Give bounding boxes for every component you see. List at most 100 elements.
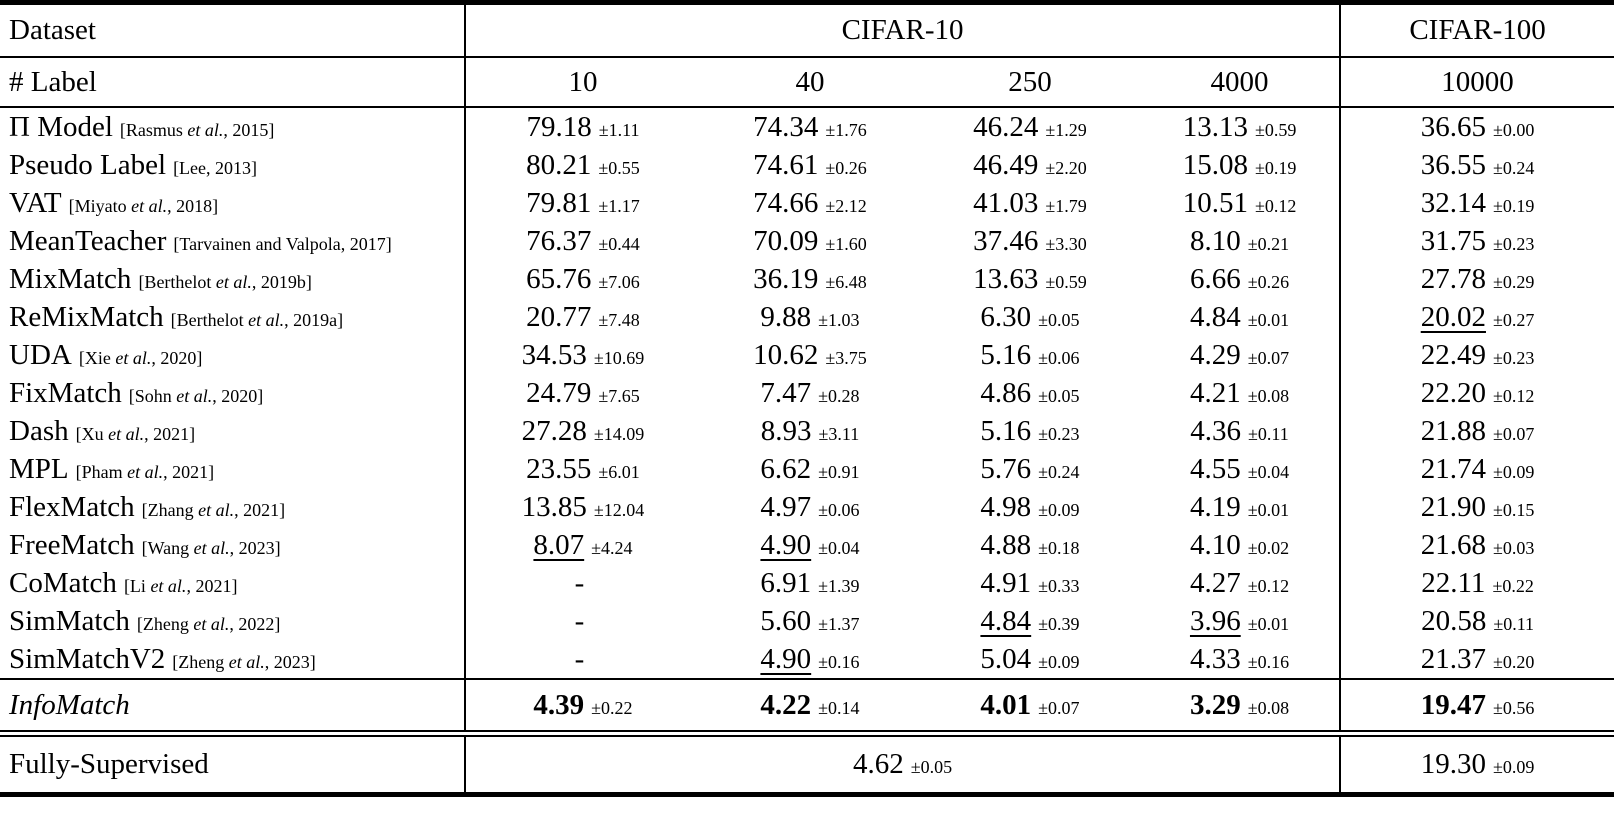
method-row: FlexMatch [Zhang et al., 2021] 13.85 ±12.0… [0,488,1614,526]
value-pm: ±0.16 [818,651,860,672]
value-cell: 4.10 ±0.02 [1140,526,1340,564]
value-cell: 74.34 ±1.76 [700,107,920,146]
value-main: 13.63 [973,262,1039,295]
value-pm: ±0.14 [818,697,860,718]
method-cell: CoMatch [Li et al., 2021] [0,564,465,602]
value-cell: 6.62 ±0.91 [700,450,920,488]
value-main: 4.36 [1190,414,1242,447]
method-cite-pre: [Miyato [68,195,132,216]
value-cell: 23.55 ±6.01 [464,450,700,488]
value-main: 4.27 [1189,566,1241,599]
value-main: 21.90 [1420,490,1486,523]
method-cell: MixMatch [Berthelot et al., 2019b] [0,260,465,298]
method-cite-etal: et al. [193,537,230,558]
value-main: 4.19 [1189,490,1241,523]
method-citation: [Miyato et al., 2018] [69,196,219,216]
value-cell: 4.19 ±0.01 [1140,488,1340,526]
value-pm: ±0.01 [1247,499,1290,520]
fully-supervised-row: Fully-Supervised 4.62 ±0.05 19.30 ±0.09 [0,730,1614,795]
method-citation: [Lee, 2013] [173,158,257,178]
value-main: 6.30 [980,300,1032,333]
value-cell: 5.04 ±0.09 [920,640,1140,679]
method-row: VAT [Miyato et al., 2018] 79.81 ±1.17 74.6… [0,184,1614,222]
dataset-header-row: Dataset CIFAR-10 CIFAR-100 [0,2,1614,58]
method-cite-pre: [Sohn [128,385,177,406]
value-pm: ±0.09 [1492,461,1535,482]
method-name: SimMatchV2 [9,642,166,675]
method-row: MPL [Pham et al., 2021] 23.55 ±6.01 6.62 ±0… [0,450,1614,488]
value-pm: ±0.01 [1247,309,1290,330]
value-cell: 20.58 ±0.11 [1339,602,1614,640]
method-cell: FreeMatch [Wang et al., 2023] [0,526,465,564]
value-main: 5.16 [980,414,1032,447]
value-cell: 37.46 ±3.30 [920,222,1140,260]
num-label-header: # Label [0,57,465,108]
method-citation: [Zheng et al., 2023] [172,652,315,672]
value-cell: 46.49 ±2.20 [920,146,1140,184]
value-pm: ±0.21 [1247,233,1290,254]
value-pm: ±0.05 [910,757,953,777]
value-cell: - [464,602,700,640]
method-citation: [Xu et al., 2021] [76,424,196,444]
value-cell: 4.90 ±0.16 [700,640,920,679]
value-pm: ±2.12 [825,195,867,216]
value-cell: 27.28 ±14.09 [464,412,700,450]
value-main: 46.24 [973,110,1039,143]
method-name: MPL [9,452,69,485]
method-citation: [Berthelot et al., 2019a] [171,310,343,330]
method-cite-etal: et al. [150,575,187,596]
value-cell: 20.02 ±0.27 [1339,298,1614,336]
method-row: SimMatch [Zheng et al., 2022] - 5.60 ±1.37… [0,602,1614,640]
method-row: Π Model [Rasmus et al., 2015] 79.18 ±1.11 … [0,107,1614,146]
value-main: 6.91 [760,566,812,599]
value-pm: ±0.27 [1492,309,1535,330]
method-row: SimMatchV2 [Zheng et al., 2023] - 4.90 ±0.… [0,640,1614,679]
value-pm: ±0.29 [1492,271,1535,292]
value-main: 23.55 [526,452,592,485]
value-main: 70.09 [753,224,819,257]
method-cite-post: , 2021] [234,499,286,520]
value-main: - [574,642,585,675]
method-citation: [Zhang et al., 2021] [142,500,285,520]
method-name: MixMatch [9,262,132,295]
value-main: 13.13 [1182,110,1248,143]
value-cell: 4.55 ±0.04 [1140,450,1340,488]
value-pm: ±0.59 [1045,271,1087,292]
value-pm: ±7.65 [598,385,640,406]
value-main: 13.85 [521,490,587,523]
value-cell: 74.66 ±2.12 [700,184,920,222]
value-pm: ±0.15 [1492,499,1535,520]
value-cell: 5.76 ±0.24 [920,450,1140,488]
value-pm: ±1.11 [598,119,640,140]
label-count-10: 10 [464,57,700,108]
method-cite-pre: [Rasmus [119,119,188,140]
benchmark-results-table: Dataset CIFAR-10 CIFAR-100 # Label 10 40… [0,0,1614,797]
infomatch-cell-40: 4.22 ±0.14 [700,678,920,734]
value-pm: ±0.09 [1038,651,1080,672]
value-pm: ±0.19 [1492,195,1535,216]
method-cell: MPL [Pham et al., 2021] [0,450,465,488]
value-cell: 13.13 ±0.59 [1140,107,1340,146]
value-cell: 21.68 ±0.03 [1339,526,1614,564]
method-cite-pre: [Lee, 2013] [173,157,258,178]
value-cell: 4.36 ±0.11 [1140,412,1340,450]
value-cell: 13.85 ±12.04 [464,488,700,526]
value-pm: ±1.39 [818,575,860,596]
dataset-header-label: Dataset [0,2,465,58]
value-main: 5.76 [980,452,1032,485]
method-cell: SimMatchV2 [Zheng et al., 2023] [0,640,465,679]
value-pm: ±1.03 [818,309,860,330]
value-pm: ±0.22 [591,697,633,718]
value-cell: 4.21 ±0.08 [1140,374,1340,412]
value-pm: ±0.44 [598,233,640,254]
label-count-4000: 4000 [1140,57,1341,108]
method-cite-pre: [Zhang [141,499,199,520]
infomatch-cell-10000: 19.47 ±0.56 [1339,678,1614,734]
method-name: ReMixMatch [9,300,164,333]
value-main: 22.11 [1421,566,1486,599]
value-main: 8.93 [760,414,812,447]
method-cite-pre: [Tarvainen and Valpola, 2017] [173,233,392,254]
value-cell: 4.91 ±0.33 [920,564,1140,602]
method-cite-post: , 2015] [223,119,275,140]
value-main: 31.75 [1420,224,1486,257]
